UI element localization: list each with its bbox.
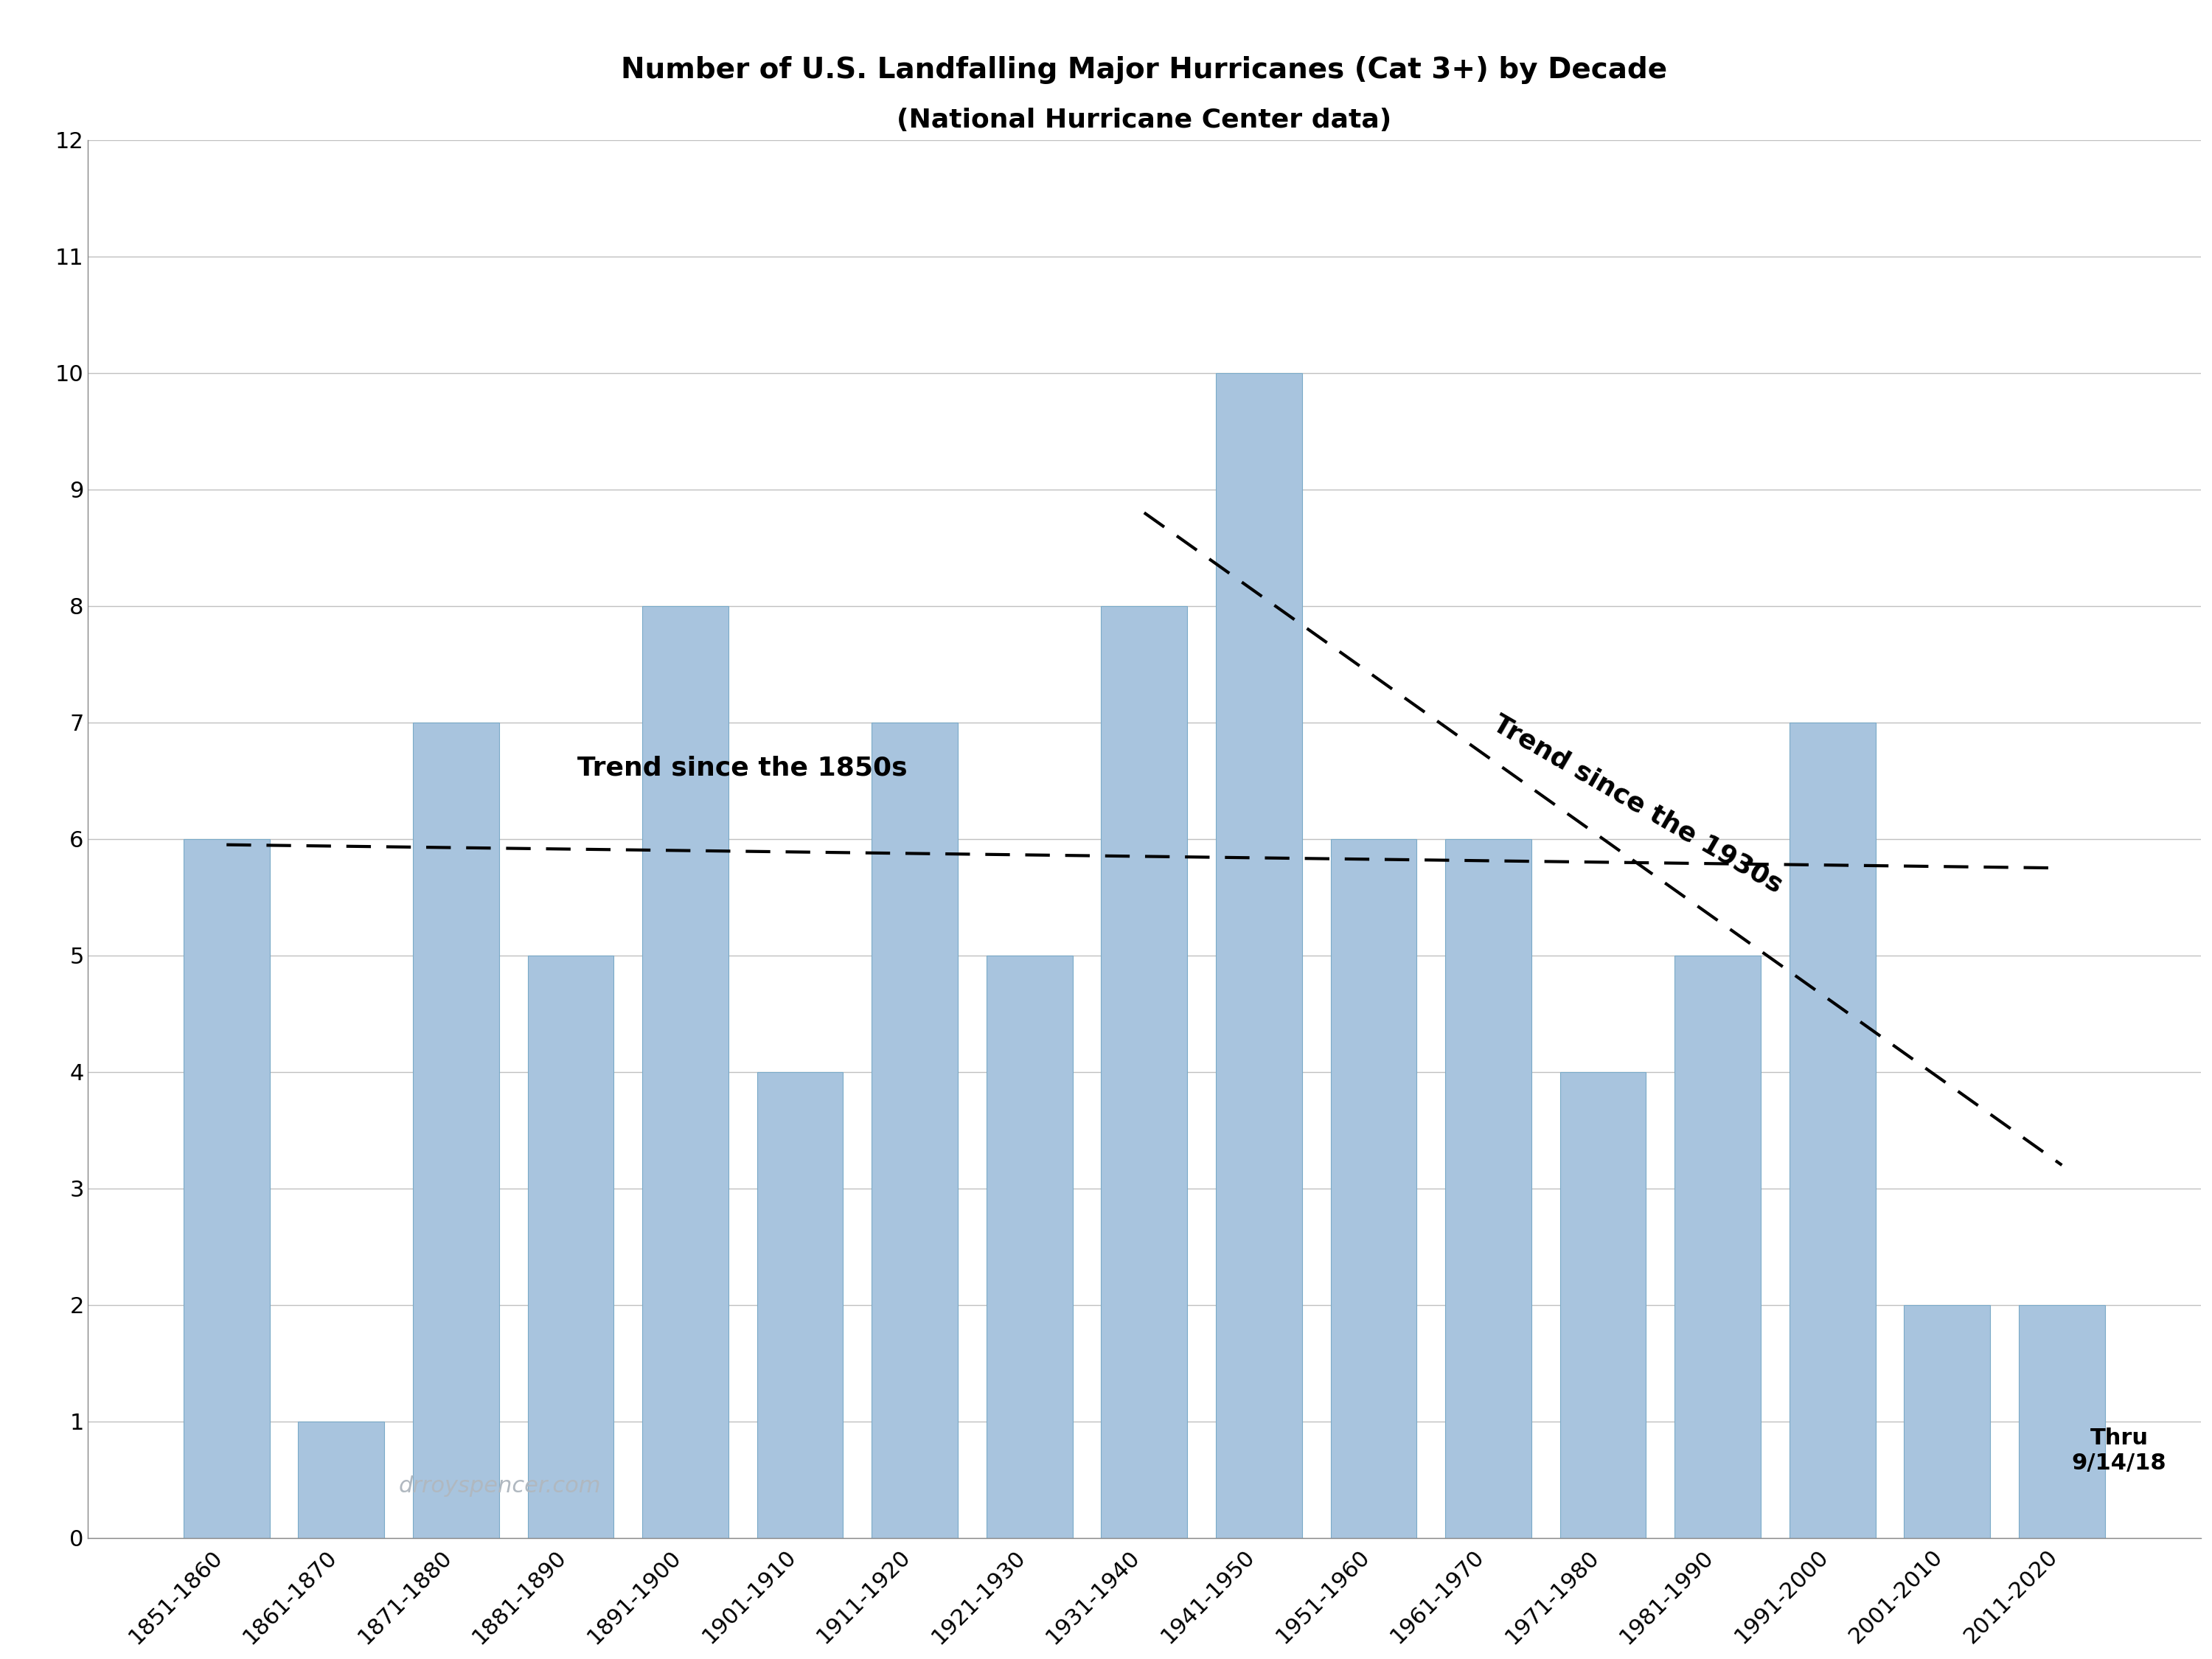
Bar <box>1102 606 1188 1538</box>
Bar <box>872 722 958 1538</box>
Bar <box>2020 1306 2106 1538</box>
Bar <box>1905 1306 1991 1538</box>
Bar <box>1217 373 1303 1538</box>
Bar <box>1444 839 1531 1538</box>
Text: Trend since the 1850s: Trend since the 1850s <box>577 755 907 781</box>
Bar <box>184 839 270 1538</box>
Bar <box>1559 1072 1646 1538</box>
Bar <box>987 956 1073 1538</box>
Bar <box>1332 839 1416 1538</box>
Text: Number of U.S. Landfalling Major Hurricanes (Cat 3+) by Decade: Number of U.S. Landfalling Major Hurrica… <box>622 56 1668 85</box>
Bar <box>299 1422 385 1538</box>
Bar <box>757 1072 843 1538</box>
Text: Thru
9/14/18: Thru 9/14/18 <box>2073 1428 2166 1473</box>
Bar <box>1790 722 1876 1538</box>
Text: Trend since the 1930s: Trend since the 1930s <box>1489 710 1787 898</box>
Text: (National Hurricane Center data): (National Hurricane Center data) <box>896 108 1391 133</box>
Bar <box>1674 956 1761 1538</box>
Bar <box>529 956 613 1538</box>
Text: drroyspencer.com: drroyspencer.com <box>398 1477 602 1496</box>
Bar <box>641 606 728 1538</box>
Bar <box>414 722 500 1538</box>
